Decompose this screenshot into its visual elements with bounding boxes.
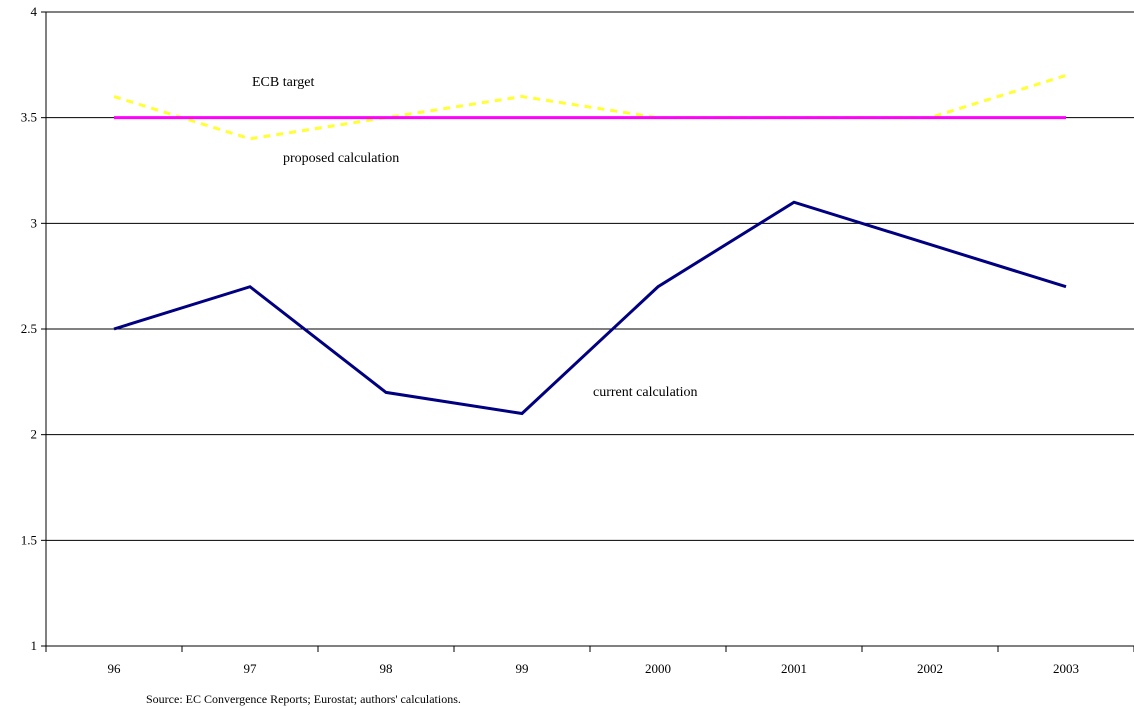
y-tick-label-0: 1 xyxy=(31,638,38,653)
x-tick-label-7: 2003 xyxy=(1053,661,1079,676)
y-tick-label-2: 2 xyxy=(31,427,38,442)
annotation-proposed-calculation: proposed calculation xyxy=(283,151,399,166)
annotation-current-calculation: current calculation xyxy=(593,385,698,400)
x-tick-label-2: 98 xyxy=(380,661,393,676)
x-tick-label-4: 2000 xyxy=(645,661,671,676)
y-tick-label-6: 4 xyxy=(31,4,38,19)
x-tick-label-3: 99 xyxy=(516,661,529,676)
x-tick-label-1: 97 xyxy=(244,661,258,676)
series-lines xyxy=(113,73,1067,416)
y-tick-label-1: 1.5 xyxy=(21,532,37,547)
x-tick-label-0: 96 xyxy=(108,661,122,676)
gridlines xyxy=(46,11,1134,541)
series-line-current-calculation xyxy=(113,200,1067,416)
series-line-proposed-calculation xyxy=(113,73,1067,141)
axes xyxy=(41,11,1134,652)
y-tick-labels: 1 1.5 2 2.5 3 3.5 4 xyxy=(21,4,38,653)
source-note: Source: EC Convergence Reports; Eurostat… xyxy=(146,692,461,706)
y-tick-label-3: 2.5 xyxy=(21,321,37,336)
x-tick-label-6: 2002 xyxy=(917,661,943,676)
x-tick-label-5: 2001 xyxy=(781,661,807,676)
y-tick-label-5: 3.5 xyxy=(21,110,37,125)
x-tick-labels: 96 97 98 99 2000 2001 2002 2003 xyxy=(108,661,1080,676)
y-tick-label-4: 3 xyxy=(31,215,38,230)
annotation-ecb-target: ECB target xyxy=(252,75,314,90)
